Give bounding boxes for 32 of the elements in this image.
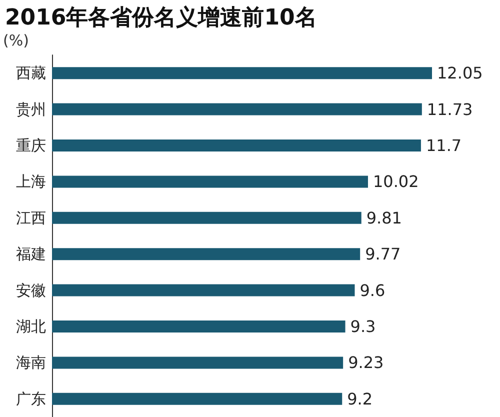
y-tick-label: 安徽 [16, 281, 46, 300]
data-label: 9.77 [365, 244, 401, 264]
data-label: 12.05 [437, 64, 483, 83]
bar [52, 140, 421, 152]
y-tick-label: 贵州 [16, 100, 46, 118]
bar [52, 248, 360, 260]
data-label: 9.81 [366, 208, 402, 228]
bar [52, 284, 355, 296]
bar [52, 320, 346, 332]
data-label: 11.73 [426, 100, 473, 119]
data-label: 9.3 [350, 317, 376, 336]
data-label: 11.7 [426, 136, 462, 155]
bar [52, 103, 422, 116]
bar [52, 67, 432, 80]
data-label: 9.23 [348, 353, 384, 372]
y-tick-label: 广东 [16, 390, 46, 408]
y-tick-label: 海南 [16, 354, 46, 372]
y-tick-label: 福建 [16, 245, 46, 264]
bar [52, 212, 362, 224]
y-tick-label: 湖北 [16, 318, 46, 336]
x-axis-title: (%) [3, 32, 29, 50]
y-tick-label: 西藏 [16, 64, 46, 82]
y-tick-label: 上海 [16, 172, 46, 191]
chart-title: 2016年各省份名义增速前10名 [5, 4, 317, 30]
y-tick-label: 江西 [16, 208, 46, 227]
data-label: 9.2 [347, 389, 373, 408]
bar [52, 392, 342, 405]
y-tick-label: 重庆 [16, 136, 46, 154]
data-label: 10.02 [372, 172, 419, 192]
bar [52, 356, 344, 369]
bar [52, 176, 368, 188]
data-label: 9.6 [360, 280, 386, 300]
